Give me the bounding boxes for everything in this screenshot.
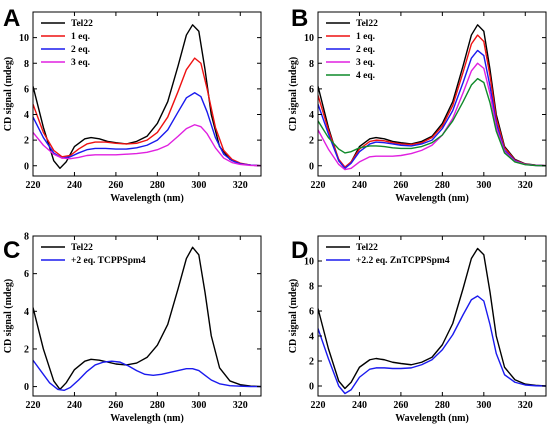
chart-panel-c: C 220 240 260 280 300 320 0 2 4 6 8 Wavelength (nm) C… [3, 232, 262, 424]
x-tick-label: 260 [393, 400, 408, 411]
legend-label: Tel22 [356, 19, 378, 29]
legend-label: 1 eq. [71, 32, 90, 42]
x-axis-title: Wavelength (nm) [110, 193, 184, 204]
x-tick-label: 300 [191, 400, 206, 411]
x-tick-label: 260 [108, 400, 123, 411]
x-tick-label: 220 [311, 400, 326, 411]
series-line-1 [33, 246, 261, 391]
x-tick-label: 260 [108, 180, 123, 191]
x-axis-title: Wavelength (nm) [110, 413, 184, 424]
plot-frame [317, 11, 547, 177]
y-tick-label: 10 [304, 257, 314, 268]
y-tick-label: 8 [24, 232, 29, 243]
series-line-1 [33, 24, 261, 170]
x-tick-label: 240 [67, 180, 82, 191]
panel-letter: A [3, 5, 20, 32]
x-tick-label: 240 [352, 400, 367, 411]
series-line-4 [318, 62, 546, 171]
x-tick-label: 220 [26, 400, 41, 411]
x-tick-label: 300 [476, 180, 491, 191]
x-axis-title: Wavelength (nm) [395, 193, 469, 204]
y-tick-label: 8 [24, 59, 29, 70]
series-line-4 [33, 124, 261, 167]
x-tick-label: 320 [233, 180, 248, 191]
y-tick-label: 4 [309, 110, 314, 121]
legend-label: 2 eq. [71, 45, 90, 55]
y-tick-label: 6 [309, 307, 314, 318]
x-tick-label: 320 [518, 180, 533, 191]
x-tick-label: 280 [150, 180, 165, 191]
y-tick-label: 8 [309, 59, 314, 70]
x-tick-label: 220 [26, 180, 41, 191]
chart-panel-d: D 220 240 260 280 300 320 0 2 4 6 8 10 Wavelength (nm… [288, 235, 547, 424]
series-line-2 [318, 295, 546, 395]
x-tick-label: 300 [191, 180, 206, 191]
panel-letter: C [3, 237, 20, 264]
legend-label: Tel22 [71, 19, 93, 29]
y-tick-label: 0 [24, 161, 29, 172]
x-tick-label: 260 [393, 180, 408, 191]
series-line-2 [33, 359, 261, 392]
legend-label: +2.2 eq. ZnTCPPSpm4 [356, 256, 450, 266]
y-axis-title: CD signal (mdeg) [3, 279, 14, 353]
legend: Tel22 +2.2 eq. ZnTCPPSpm4 [326, 243, 450, 266]
y-tick-label: 6 [24, 269, 29, 280]
x-tick-label: 240 [352, 180, 367, 191]
plot-frame [32, 235, 262, 397]
series-line-1 [318, 24, 546, 170]
plot-frame [32, 11, 262, 177]
series-line-2 [318, 34, 546, 168]
legend: Tel22 1 eq. 2 eq. 3 eq. 4 eq. [326, 19, 378, 81]
y-tick-label: 2 [309, 357, 314, 368]
chart-panel-a: A 220 240 260 280 300 320 0 2 4 6 8 10 Wavelength (nm… [3, 5, 262, 204]
plot-frame [317, 235, 547, 397]
y-tick-label: 4 [24, 110, 29, 121]
x-tick-label: 240 [67, 400, 82, 411]
x-tick-label: 280 [435, 400, 450, 411]
y-tick-label: 10 [304, 33, 314, 44]
y-tick-label: 10 [19, 33, 29, 44]
legend: Tel22 1 eq. 2 eq. 3 eq. [41, 19, 93, 68]
y-tick-label: 6 [24, 84, 29, 95]
panel-letter: D [291, 237, 308, 264]
x-tick-label: 320 [233, 400, 248, 411]
legend-label: 4 eq. [356, 71, 375, 81]
x-tick-label: 320 [518, 400, 533, 411]
y-tick-label: 2 [309, 136, 314, 147]
series-line-3 [33, 92, 261, 167]
legend-label: Tel22 [71, 243, 93, 253]
legend-label: 1 eq. [356, 32, 375, 42]
x-tick-label: 280 [150, 400, 165, 411]
y-tick-label: 8 [309, 282, 314, 293]
x-tick-label: 220 [311, 180, 326, 191]
y-axis-title: CD signal (mdeg) [288, 279, 299, 353]
y-tick-label: 2 [24, 344, 29, 355]
y-tick-label: 0 [24, 382, 29, 393]
x-tick-label: 280 [435, 180, 450, 191]
y-tick-label: 4 [24, 307, 29, 318]
legend-label: 3 eq. [71, 58, 90, 68]
legend-label: Tel22 [356, 243, 378, 253]
series-line-2 [33, 57, 261, 167]
y-tick-label: 0 [309, 161, 314, 172]
y-tick-label: 4 [309, 332, 314, 343]
legend-label: 2 eq. [356, 45, 375, 55]
y-axis-title: CD signal (mdeg) [288, 57, 299, 131]
series-line-5 [318, 77, 546, 167]
series-line-1 [318, 247, 546, 390]
y-tick-label: 0 [309, 382, 314, 393]
chart-panel-b: B 220 240 260 280 300 320 0 2 4 6 8 10 Wavelength (nm… [288, 5, 547, 204]
y-tick-label: 6 [309, 84, 314, 95]
legend: Tel22 +2 eq. TCPPSpm4 [41, 243, 146, 266]
legend-label: +2 eq. TCPPSpm4 [71, 256, 146, 266]
x-tick-label: 300 [476, 400, 491, 411]
legend-label: 3 eq. [356, 58, 375, 68]
y-axis-title: CD signal (mdeg) [3, 57, 14, 131]
panel-letter: B [291, 5, 308, 32]
x-axis-title: Wavelength (nm) [395, 413, 469, 424]
y-tick-label: 2 [24, 136, 29, 147]
